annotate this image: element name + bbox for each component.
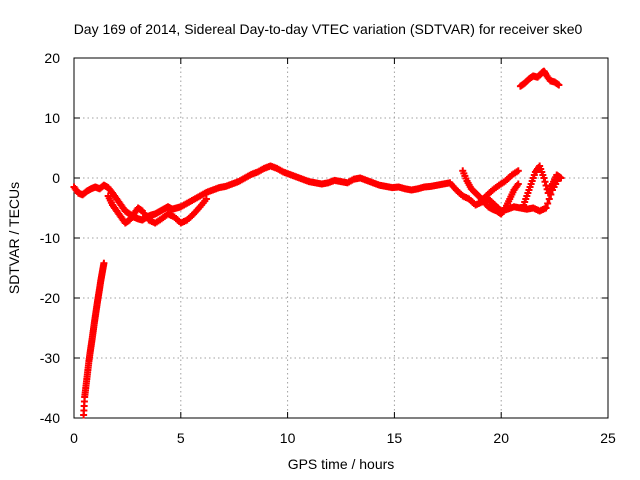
x-tick-labels: 0 5 10 15 20 25 [70,430,616,446]
data-point [557,174,565,182]
series-late-cross-2 [476,167,522,206]
data-point [202,195,210,203]
y-tick-label: 0 [52,170,60,186]
series-late-spikes [519,162,565,212]
y-tick-label: -20 [40,290,60,306]
data-series [70,67,565,419]
y-tick-labels: -40 -30 -20 -10 0 10 20 [40,50,60,426]
data-point [541,178,549,186]
data-point [514,180,522,188]
data-point [544,200,552,207]
series-main-track [70,162,563,224]
y-tick-label: -40 [40,410,60,426]
series-late-cross-1 [459,167,522,218]
x-axis-label: GPS time / hours [288,456,395,472]
x-tick-label: 15 [387,430,403,446]
y-tick-label: -30 [40,350,60,366]
chart-title: Day 169 of 2014, Sidereal Day-to-day VTE… [74,21,583,37]
x-tick-label: 10 [280,430,296,446]
data-point [542,204,550,212]
series-descending-early [80,259,108,419]
x-tick-label: 5 [177,430,185,446]
y-tick-label: 20 [44,50,60,66]
grid-lines [74,58,608,418]
data-point [514,167,522,175]
y-axis-label: SDTVAR / TECUs [6,182,22,294]
y-tick-label: 10 [44,110,60,126]
data-point [540,174,548,182]
axis-ticks [73,57,609,419]
x-tick-label: 25 [600,430,616,446]
data-point [100,259,108,267]
x-tick-label: 0 [70,430,78,446]
series-top-right [516,67,563,90]
data-point [545,195,553,203]
y-tick-label: -10 [40,230,60,246]
data-point [555,81,563,89]
x-tick-label: 20 [493,430,509,446]
series-dip-loop [104,192,210,227]
